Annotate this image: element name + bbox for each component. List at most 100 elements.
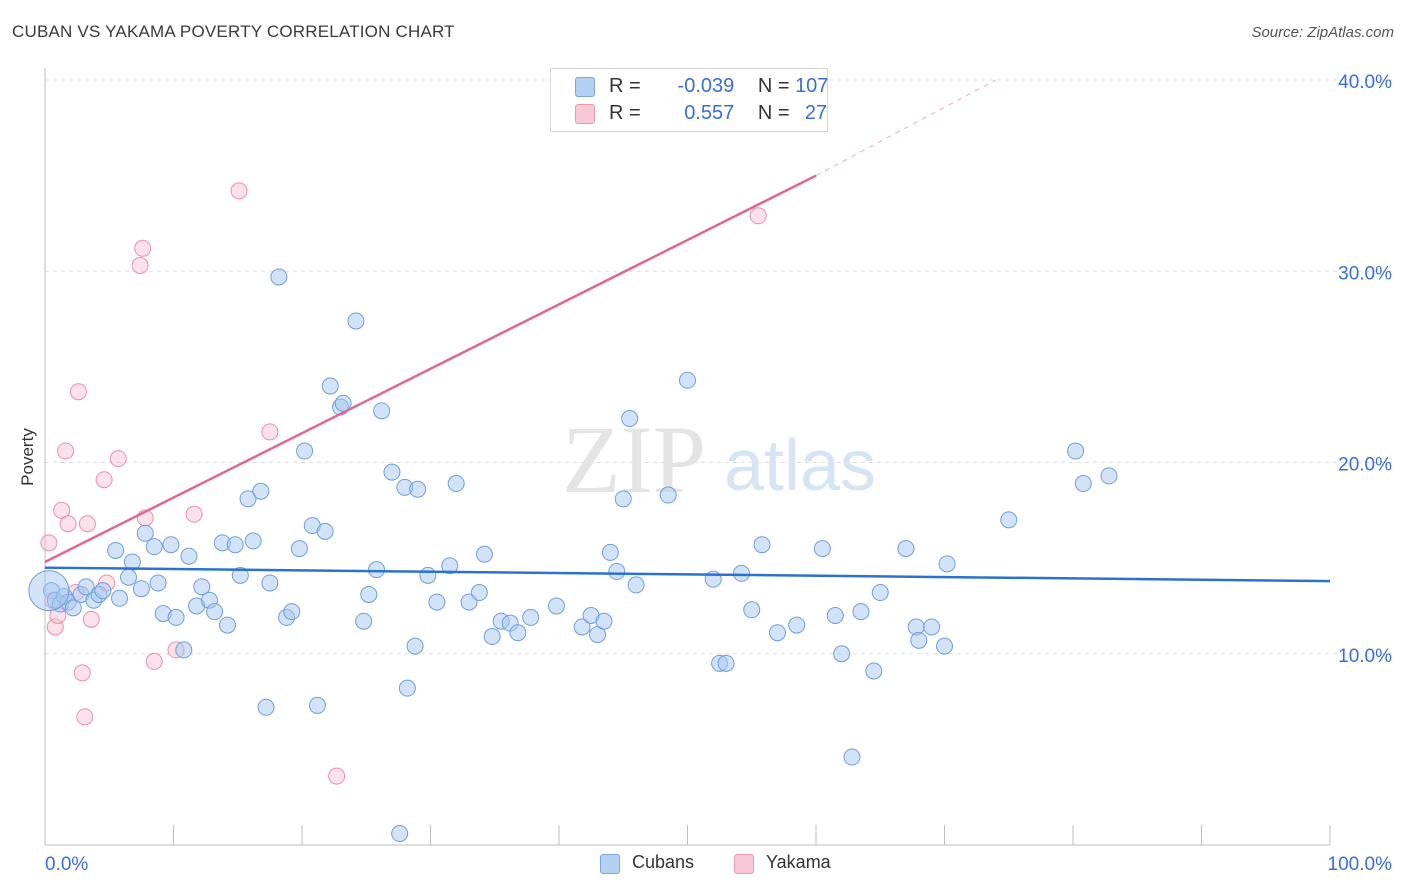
legend-n-label: N =	[757, 102, 790, 124]
cubans-point	[522, 608, 540, 626]
cubans-point	[290, 540, 308, 558]
yakama-point	[59, 515, 77, 533]
axes	[44, 68, 1331, 846]
y-tick-label: 10.0%	[1338, 646, 1392, 667]
chart-title: CUBAN VS YAKAMA POVERTY CORRELATION CHAR…	[12, 22, 455, 41]
cubans-point	[321, 377, 339, 395]
cubans-point	[296, 442, 314, 460]
cubans-point	[788, 616, 806, 634]
cubans-point	[813, 540, 831, 558]
cubans-point	[910, 631, 928, 649]
yakama-point	[82, 610, 100, 628]
yakama-point	[109, 450, 127, 468]
yakama-point	[131, 257, 149, 275]
yakama-point	[73, 664, 91, 682]
x-tick-label-min: 0.0%	[45, 854, 88, 875]
cubans-point	[149, 574, 167, 592]
cubans-point	[601, 543, 619, 561]
cubans-point	[257, 698, 275, 716]
cubans-trend-line	[44, 566, 1331, 583]
legend-label-yakama: Yakama	[766, 852, 831, 872]
cubans-points	[28, 268, 1118, 843]
cubans-point	[743, 601, 761, 619]
cubans-swatch	[575, 77, 595, 97]
yakama-point	[40, 534, 58, 552]
grid-lines	[45, 79, 1392, 655]
cubans-point	[193, 578, 211, 596]
cubans-point	[162, 536, 180, 554]
legend-n-label: N =	[757, 75, 790, 97]
yakama-point	[76, 708, 94, 726]
yakama-swatch	[575, 104, 595, 124]
cubans-point	[123, 553, 141, 571]
cubans-point	[226, 536, 244, 554]
yakama-point	[749, 207, 767, 225]
cubans-point	[753, 536, 771, 554]
yakama-point	[78, 515, 96, 533]
legend-r-label: R =	[609, 102, 641, 124]
yakama-swatch	[734, 854, 754, 874]
cubans-point	[852, 603, 870, 621]
cubans-point	[308, 696, 326, 714]
y-tick-labels: 10.0% 20.0% 30.0% 40.0%	[1338, 72, 1392, 667]
watermark-atlas: atlas	[724, 426, 876, 506]
cubans-point	[865, 662, 883, 680]
cubans-point	[132, 580, 150, 598]
yakama-point	[145, 652, 163, 670]
x-tick-label-max: 100.0%	[1328, 854, 1393, 875]
cubans-point	[509, 624, 527, 642]
cubans-point	[1067, 442, 1085, 460]
yakama-point	[328, 767, 346, 785]
cubans-point	[136, 524, 154, 542]
cubans-point	[111, 589, 129, 607]
cubans-point	[871, 584, 889, 602]
cubans-point	[283, 603, 301, 621]
cubans-point	[360, 585, 378, 603]
source-label: Source: ZipAtlas.com	[1251, 24, 1394, 41]
yakama-point	[185, 505, 203, 523]
cubans-point	[441, 557, 459, 575]
cubans-point	[897, 540, 915, 558]
cubans-point	[547, 597, 565, 615]
yakama-trend-extension	[815, 79, 997, 177]
cubans-point	[428, 593, 446, 611]
cubans-point	[1000, 511, 1018, 529]
cubans-point	[608, 563, 626, 581]
cubans-point	[77, 578, 95, 596]
cubans-point	[261, 574, 279, 592]
cubans-point	[936, 637, 953, 655]
cubans-point	[768, 624, 786, 642]
x-tick-labels: 0.0% 100.0%	[45, 854, 1392, 875]
cubans-swatch	[600, 854, 620, 874]
cubans-point	[391, 825, 409, 843]
yakama-point	[134, 239, 152, 257]
yakama-point	[261, 423, 279, 441]
cubans-point	[167, 608, 185, 626]
yakama-n-value: 27	[804, 102, 828, 124]
cubans-point	[120, 568, 138, 586]
cubans-point	[383, 463, 401, 481]
y-tick-label: 40.0%	[1338, 72, 1392, 93]
trend-lines	[44, 79, 1331, 583]
yakama-trend-line	[44, 174, 817, 564]
y-axis-label: Poverty	[18, 428, 37, 486]
cubans-point	[270, 268, 288, 286]
cubans-point	[1074, 475, 1092, 493]
cubans-point	[621, 410, 639, 428]
cubans-point	[231, 566, 249, 584]
cubans-point	[175, 641, 193, 659]
y-tick-label: 20.0%	[1338, 455, 1392, 476]
legend-label-cubans: Cubans	[632, 852, 695, 872]
cubans-point	[470, 584, 488, 602]
cubans-n-value: 107	[795, 75, 829, 97]
cubans-point	[833, 645, 851, 663]
watermark: ZIP atlas	[562, 406, 876, 513]
y-tick-label: 30.0%	[1338, 263, 1392, 284]
cubans-point	[483, 628, 501, 646]
cubans-point	[355, 612, 373, 630]
cubans-point	[180, 547, 198, 565]
cubans-point	[145, 538, 163, 556]
cubans-point	[252, 482, 270, 500]
cubans-point	[627, 576, 645, 594]
cubans-point	[475, 545, 493, 563]
